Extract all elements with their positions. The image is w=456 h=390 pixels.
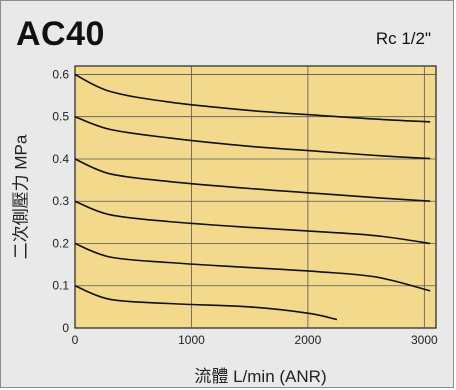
pressure-curve-1 xyxy=(74,73,431,123)
pressure-curve-5 xyxy=(74,242,431,292)
pressure-curve-6 xyxy=(74,284,338,321)
pressure-curve-4 xyxy=(74,200,431,245)
series-lines xyxy=(74,73,431,321)
tick-labels: 0 0.1 0.2 0.3 0.4 0.5 0.6 0 1000 2000 3000 xyxy=(52,67,438,347)
y-tick-label: 0.3 xyxy=(52,194,69,208)
y-tick-label: 0.6 xyxy=(52,67,69,81)
y-tick-label: 0.5 xyxy=(52,110,69,124)
y-tick-label: 0.2 xyxy=(52,236,69,250)
x-tick-label: 2000 xyxy=(295,333,322,347)
x-tick-label: 3000 xyxy=(411,333,438,347)
x-axis-label: 流體 L/min (ANR) xyxy=(194,367,326,386)
y-tick-label: 0.1 xyxy=(52,279,69,293)
y-tick-label: 0 xyxy=(62,321,69,335)
x-tick-label: 0 xyxy=(72,333,79,347)
model-title: AC40 xyxy=(16,15,105,53)
port-size-label: Rc 1/2" xyxy=(375,29,431,48)
y-axis-label: 二次側壓力 MPa xyxy=(11,134,30,259)
pressure-curve-2 xyxy=(74,115,431,160)
pressure-curve-3 xyxy=(74,158,431,202)
plot-area xyxy=(74,65,437,329)
y-tick-label: 0.4 xyxy=(52,152,69,166)
x-tick-label: 1000 xyxy=(178,333,205,347)
grid-lines xyxy=(75,66,436,328)
